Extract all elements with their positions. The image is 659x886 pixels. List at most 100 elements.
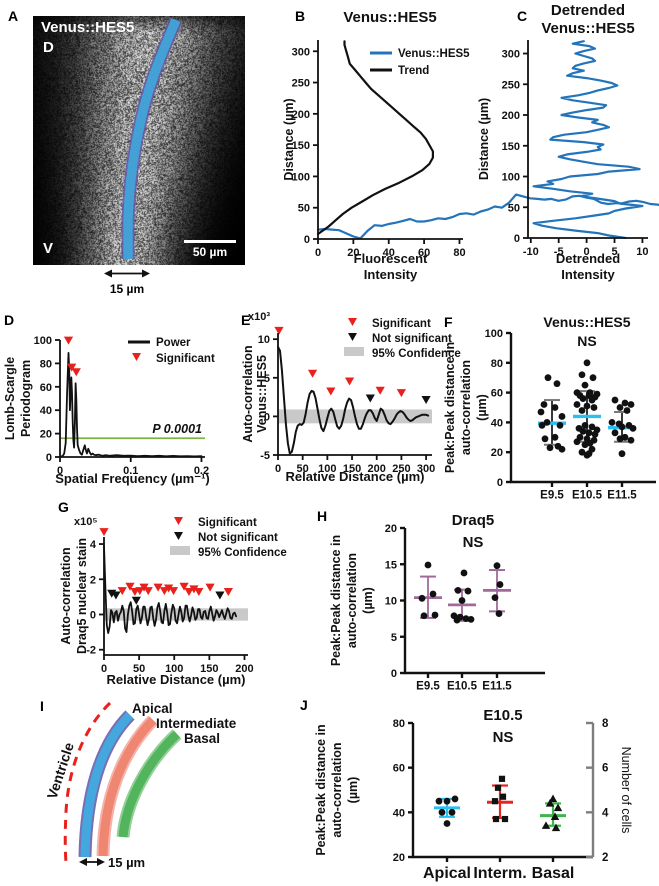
svg-text:200: 200 [502, 110, 520, 122]
layer-width-label: 15 µm [108, 855, 145, 870]
svg-text:Auto-correlation: Auto-correlation [59, 547, 73, 644]
svg-text:80: 80 [393, 718, 405, 730]
svg-text:Peak:Peak distance in: Peak:Peak distance in [314, 724, 328, 855]
chart-h-peak-distance-draq5: 0 5 10 15 20 E9.5 E10.5 E11.5 Peak:Peak distance… [329, 512, 545, 693]
svg-text:100: 100 [502, 172, 520, 184]
svg-text:Distance (µm): Distance (µm) [477, 98, 491, 180]
svg-text:Periodogram: Periodogram [19, 360, 33, 437]
svg-text:E10.5: E10.5 [483, 707, 522, 724]
svg-text:0: 0 [46, 452, 52, 464]
svg-text:0: 0 [584, 246, 590, 258]
svg-text:6: 6 [602, 763, 608, 775]
svg-text:50: 50 [133, 663, 145, 675]
chart-H: 0 5 10 15 20 E9.5 E10.5 E11.5 Peak:Peak distance… [329, 512, 545, 693]
svg-text:50: 50 [508, 202, 520, 214]
svg-text:P 0.0001: P 0.0001 [152, 422, 202, 436]
svg-text:-5: -5 [554, 246, 564, 258]
panel-g-letter: G [58, 499, 69, 515]
basal-label: Basal [184, 731, 220, 746]
basal-band [118, 730, 181, 838]
intermediate-band [98, 716, 157, 857]
svg-text:0: 0 [315, 247, 321, 259]
dorsal-label: D [43, 39, 54, 56]
svg-text:Relative Distance (µm): Relative Distance (µm) [107, 672, 246, 687]
svg-text:Venus::HES5: Venus::HES5 [541, 20, 634, 37]
ventricle-diagram: Apical Intermediate Basal Ventricle 15 µ… [44, 701, 237, 870]
svg-text:E10.5: E10.5 [447, 681, 478, 693]
panel-f-letter: F [444, 314, 453, 330]
svg-text:-2: -2 [86, 645, 96, 657]
apical-label: Apical [132, 701, 173, 716]
svg-text:auto-correlation: auto-correlation [330, 742, 344, 837]
arrow-left-icon [79, 858, 87, 866]
svg-text:60: 60 [491, 388, 503, 400]
svg-text:Significant: Significant [372, 318, 431, 330]
scale-bar: 50 µm [184, 240, 236, 259]
svg-text:20: 20 [40, 429, 52, 441]
chart-F: 0 20 40 60 80 100 E9.5 E10.5 E11.5 Peak:Peak dist… [443, 314, 656, 502]
svg-text:5: 5 [264, 373, 270, 385]
svg-text:x10³: x10³ [248, 311, 270, 323]
svg-text:10: 10 [258, 334, 270, 346]
svg-text:10: 10 [385, 596, 397, 608]
apical-band [80, 711, 134, 858]
svg-text:300: 300 [417, 463, 435, 475]
svg-text:250: 250 [292, 78, 310, 90]
svg-text:0.2: 0.2 [194, 465, 209, 477]
image-title: Venus::HES5 [41, 19, 135, 36]
chart-f-peak-distance-venus: 0 20 40 60 80 100 E9.5 E10.5 E11.5 Peak:Peak dist… [443, 314, 656, 502]
panel-j-letter: J [300, 697, 308, 713]
svg-text:auto-correlation: auto-correlation [345, 553, 359, 648]
svg-text:100: 100 [485, 328, 503, 340]
chart-g-autocorrelation-draq5: -2 0 2 4 0 50 100 150 200 x10⁵ Relative Distance (… [59, 516, 287, 687]
svg-text:E11.5: E11.5 [607, 490, 637, 502]
svg-text:80: 80 [453, 247, 465, 259]
svg-text:95% Confidence: 95% Confidence [198, 547, 287, 559]
svg-text:40: 40 [383, 247, 395, 259]
svg-text:0: 0 [264, 411, 270, 423]
svg-text:150: 150 [502, 141, 520, 153]
svg-text:0: 0 [304, 234, 310, 246]
svg-text:2: 2 [602, 852, 608, 864]
svg-text:2: 2 [90, 574, 96, 586]
svg-text:Significant: Significant [198, 517, 257, 529]
svg-text:E9.5: E9.5 [540, 490, 564, 502]
svg-text:Power: Power [156, 337, 191, 349]
svg-text:Venus::HES5: Venus::HES5 [255, 355, 269, 433]
svg-text:Number of cells: Number of cells [619, 747, 633, 834]
svg-text:Venus::HES5: Venus::HES5 [398, 48, 470, 60]
chart-j-peak-distance-layers: 20 40 60 80 Apical Interm. Basal 2 4 6 8 Number of … [314, 707, 633, 882]
svg-text:200: 200 [292, 109, 310, 121]
stripe-width-annotation: 15 µm [101, 268, 153, 296]
svg-text:0: 0 [57, 465, 63, 477]
svg-text:Detrended: Detrended [556, 251, 620, 266]
svg-text:Spatial Frequency (µm⁻¹): Spatial Frequency (µm⁻¹) [55, 471, 210, 486]
svg-text:Intensity: Intensity [364, 267, 418, 282]
svg-text:Relative Distance (µm): Relative Distance (µm) [286, 469, 425, 484]
svg-text:auto-correlation: auto-correlation [459, 360, 473, 455]
svg-text:150: 150 [292, 140, 310, 152]
svg-text:95% Confidence: 95% Confidence [372, 348, 461, 360]
svg-text:80: 80 [40, 358, 52, 370]
svg-text:Draq5: Draq5 [452, 512, 495, 529]
ventricle-label: Ventricle [44, 740, 77, 801]
svg-text:Draq5 nuclear stain: Draq5 nuclear stain [75, 538, 89, 654]
svg-text:200: 200 [368, 463, 386, 475]
panel-d-letter: D [4, 312, 15, 328]
svg-text:20: 20 [347, 247, 359, 259]
svg-text:0.1: 0.1 [123, 465, 138, 477]
panel-e-letter: E [241, 312, 251, 328]
svg-text:20: 20 [385, 523, 397, 535]
svg-text:Not significant: Not significant [198, 532, 278, 544]
svg-text:Trend: Trend [398, 65, 429, 77]
svg-text:Basal: Basal [532, 865, 575, 882]
svg-text:200: 200 [235, 663, 253, 675]
svg-text:x10⁵: x10⁵ [74, 516, 98, 528]
double-arrow-icon [104, 269, 150, 278]
